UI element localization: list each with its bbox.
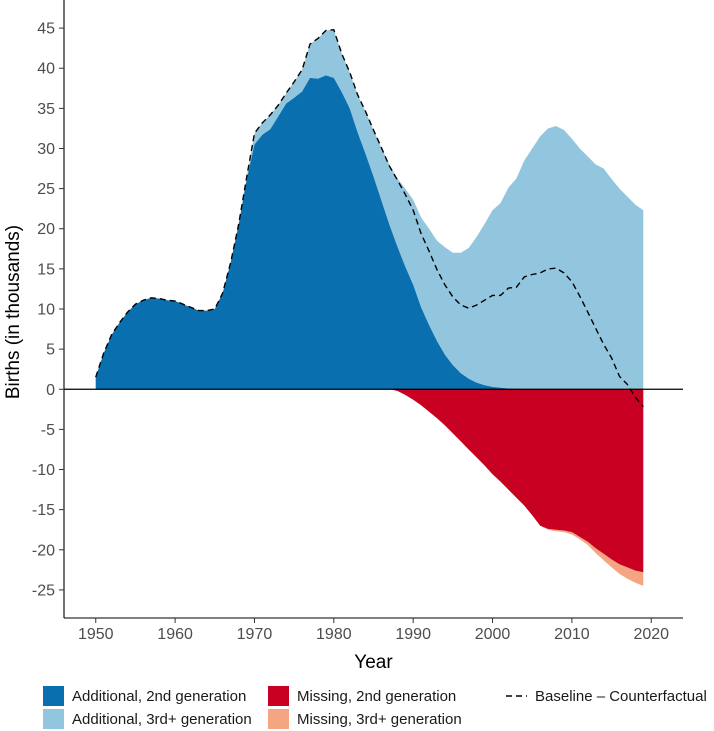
area-series-group [95, 29, 644, 586]
y-tick-label: 40 [37, 61, 55, 78]
x-tick-label: 2000 [475, 626, 511, 643]
legend: Additional, 2nd generation Additional, 3r… [43, 686, 707, 729]
line-baseline-counterfactual [95, 28, 644, 408]
y-tick-label: 20 [37, 221, 55, 238]
y-tick-label: 5 [46, 342, 55, 359]
legend-label: Baseline – Counterfactual [535, 688, 707, 705]
y-axis-ticks: 45 40 35 30 25 20 15 10 5 0 -5 -10 -15 -20 -25 [32, 21, 64, 599]
legend-item-additional-3rd-generation: Additional, 3rd+ generation [43, 709, 252, 729]
legend-label: Additional, 3rd+ generation [72, 711, 252, 728]
x-axis-title: Year [354, 652, 393, 673]
y-tick-label: 25 [37, 181, 55, 198]
x-axis-ticks: 1950 1960 1970 1980 1990 2000 2010 2020 [78, 618, 669, 643]
x-tick-label: 2020 [633, 626, 669, 643]
legend-item-missing-3rd-generation: Missing, 3rd+ generation [268, 709, 462, 729]
area-additional-3rd-generation [95, 29, 644, 390]
legend-label: Additional, 2nd generation [72, 688, 246, 705]
x-tick-label: 1980 [316, 626, 352, 643]
line-series-group [95, 28, 644, 408]
x-tick-label: 2010 [554, 626, 590, 643]
legend-item-additional-2nd-generation: Additional, 2nd generation [43, 686, 246, 706]
y-tick-label: -15 [32, 502, 55, 519]
y-axis-title: Births (in thousands) [3, 225, 24, 399]
legend-label: Missing, 2nd generation [297, 688, 456, 705]
y-tick-label: -5 [41, 422, 55, 439]
area-additional-2nd-generation [95, 75, 644, 390]
legend-swatch [43, 709, 64, 729]
legend-swatch [268, 709, 289, 729]
area-missing-2nd-generation [95, 389, 644, 573]
y-tick-label: -20 [32, 542, 55, 559]
y-tick-label: 15 [37, 261, 55, 278]
x-tick-label: 1950 [78, 626, 114, 643]
legend-label: Missing, 3rd+ generation [297, 711, 462, 728]
y-tick-label: 0 [46, 382, 55, 399]
y-tick-label: 10 [37, 302, 55, 319]
x-tick-label: 1970 [237, 626, 273, 643]
y-tick-label: 30 [37, 141, 55, 158]
x-tick-label: 1990 [395, 626, 431, 643]
legend-item-baseline-counterfactual: Baseline – Counterfactual [506, 688, 707, 705]
y-tick-label: 45 [37, 21, 55, 38]
y-tick-label: -25 [32, 582, 55, 599]
y-tick-label: 35 [37, 101, 55, 118]
y-tick-label: -10 [32, 462, 55, 479]
legend-swatch [268, 686, 289, 706]
legend-swatch [43, 686, 64, 706]
legend-item-missing-2nd-generation: Missing, 2nd generation [268, 686, 456, 706]
x-tick-label: 1960 [157, 626, 193, 643]
